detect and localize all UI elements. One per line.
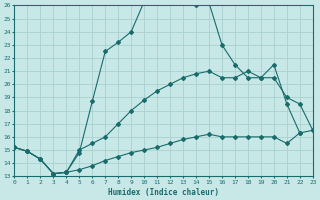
X-axis label: Humidex (Indice chaleur): Humidex (Indice chaleur) bbox=[108, 188, 219, 197]
